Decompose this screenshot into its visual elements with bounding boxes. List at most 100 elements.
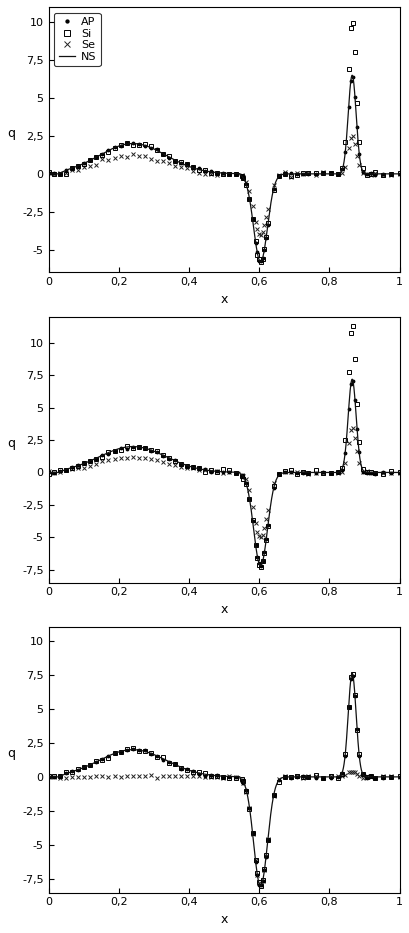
Se (364, 771, 369, 782)
Si (380, 170, 385, 181)
X-axis label: x: x (220, 913, 227, 926)
AP (243, 178, 248, 189)
Line: Si: Si (46, 672, 401, 888)
Si (364, 169, 369, 180)
AP (58, 169, 63, 180)
Se (380, 771, 385, 782)
Se (258, 532, 263, 543)
AP (258, 256, 263, 267)
Si (58, 465, 63, 476)
X-axis label: x: x (220, 293, 227, 306)
AP (46, 466, 51, 478)
Si (243, 785, 248, 796)
NS (86, 156, 91, 167)
NS (196, 767, 200, 778)
AP (364, 772, 369, 783)
NS (349, 373, 354, 384)
Si (380, 468, 385, 480)
AP (396, 168, 401, 179)
Si (380, 771, 385, 782)
AP (350, 375, 355, 386)
NS (180, 458, 185, 469)
Line: NS: NS (48, 76, 399, 262)
NS (257, 880, 262, 891)
NS (352, 396, 357, 407)
NS (180, 159, 185, 170)
NS (196, 463, 200, 474)
Si (263, 535, 268, 546)
Se (46, 466, 51, 477)
Se (243, 176, 248, 188)
NS (389, 466, 394, 478)
Line: Si: Si (46, 21, 401, 264)
Si (243, 179, 248, 190)
Si (396, 771, 401, 782)
AP (106, 750, 111, 761)
Si (243, 479, 248, 490)
Se (396, 772, 401, 783)
Se (58, 773, 63, 784)
NS (257, 257, 262, 268)
AP (243, 785, 248, 796)
AP (396, 772, 401, 783)
NS (180, 762, 185, 773)
Se (380, 169, 385, 180)
AP (263, 232, 268, 244)
Se (258, 230, 263, 241)
NS (196, 164, 200, 175)
AP (46, 167, 51, 178)
AP (46, 772, 51, 783)
Line: AP: AP (46, 75, 401, 264)
Se (46, 771, 51, 782)
Se (350, 423, 355, 434)
Si (58, 168, 63, 179)
Si (263, 231, 268, 243)
AP (380, 169, 385, 180)
Line: AP: AP (46, 378, 401, 568)
Si (263, 849, 268, 860)
Si (106, 447, 111, 458)
Se (350, 766, 355, 777)
Si (364, 466, 369, 478)
AP (256, 880, 261, 891)
Se (263, 514, 268, 525)
NS (107, 145, 112, 156)
Se (46, 168, 51, 179)
Si (350, 669, 355, 680)
AP (350, 71, 355, 82)
Si (258, 257, 263, 268)
Line: NS: NS (48, 674, 399, 885)
NS (349, 668, 354, 679)
AP (58, 466, 63, 477)
AP (380, 466, 385, 478)
NS (349, 70, 354, 81)
Se (106, 454, 111, 466)
AP (106, 145, 111, 156)
Se (364, 168, 369, 179)
Se (106, 772, 111, 783)
AP (58, 771, 63, 782)
Se (258, 879, 263, 890)
Si (350, 321, 355, 332)
Si (396, 168, 401, 179)
Si (106, 753, 111, 764)
AP (364, 467, 369, 479)
NS (352, 692, 357, 703)
NS (352, 93, 357, 104)
Line: Si: Si (46, 324, 401, 569)
Line: Se: Se (46, 425, 401, 539)
AP (350, 670, 355, 681)
AP (364, 169, 369, 180)
NS (46, 772, 51, 783)
Se (364, 466, 369, 477)
NS (389, 168, 394, 179)
Y-axis label: q: q (7, 127, 15, 140)
Si (258, 562, 263, 573)
AP (243, 478, 248, 489)
Si (46, 468, 51, 480)
Se (58, 168, 63, 179)
Si (258, 881, 263, 892)
AP (263, 851, 268, 862)
Line: AP: AP (46, 674, 401, 887)
Se (243, 473, 248, 484)
